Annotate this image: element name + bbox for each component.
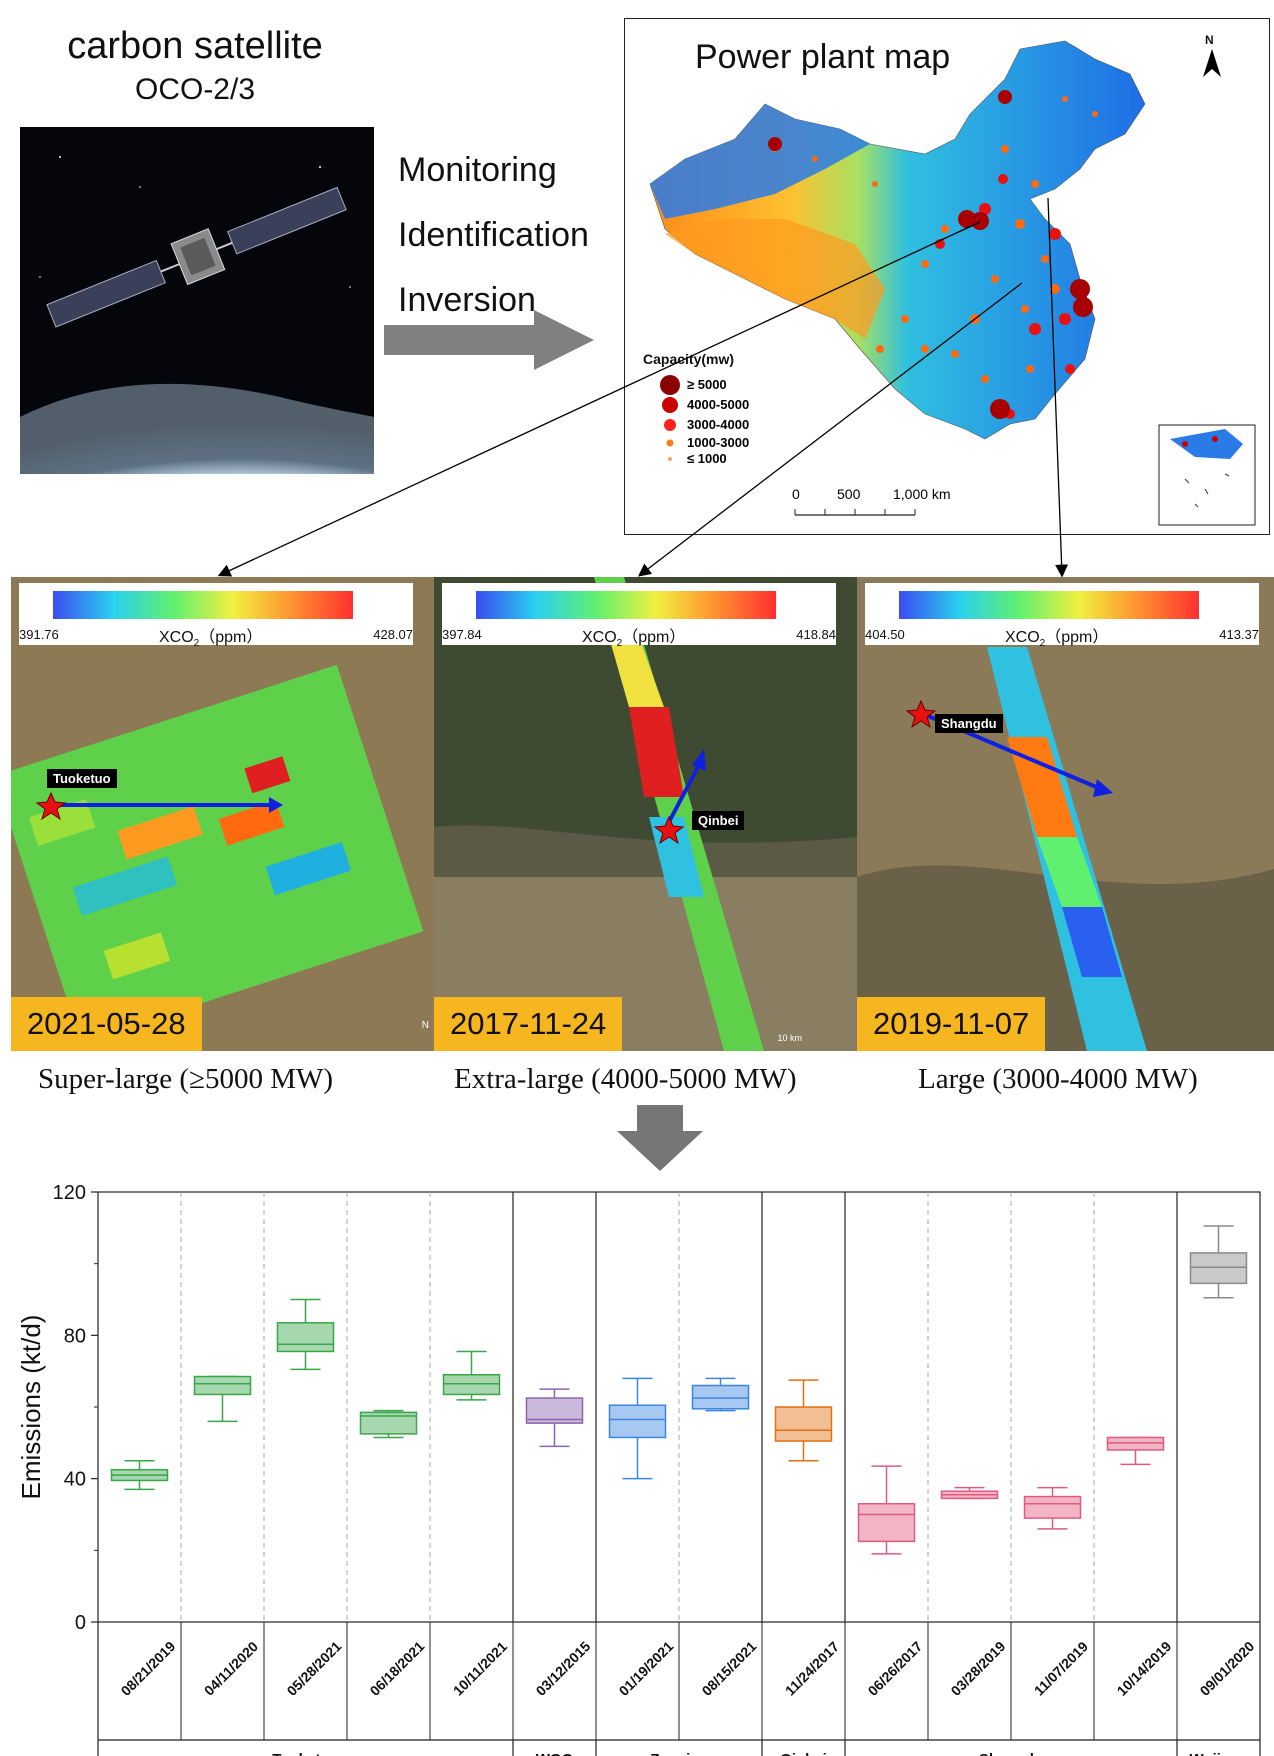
category-label: 04/11/2020	[201, 1638, 261, 1698]
category-label: 11/24/2017	[782, 1638, 842, 1698]
colorbar-max: 428.07	[373, 627, 413, 642]
flow-arrow-down	[617, 1105, 703, 1171]
box-body	[608, 1404, 667, 1439]
colorbar-label: XCO2（ppm）	[582, 629, 686, 650]
category-label: 06/18/2021	[367, 1638, 428, 1699]
y-tick-label: 0	[75, 1612, 86, 1634]
category-label: 05/28/2021	[284, 1638, 345, 1699]
colorbar-label: XCO2（ppm）	[1005, 629, 1109, 650]
box-body	[1106, 1436, 1165, 1451]
plant-label: Shangdu	[935, 714, 1003, 733]
box-body	[359, 1411, 418, 1435]
process-step-identification: Identification	[398, 216, 589, 254]
group-label: Tuoketuo	[272, 1751, 338, 1756]
panel-date: 2017-11-24	[434, 997, 623, 1051]
north-arrow-icon	[1203, 49, 1221, 77]
colorbar: 391.76 428.07 XCO2（ppm）	[19, 583, 413, 649]
box-body	[774, 1406, 833, 1442]
scale-label: 1,000 km	[893, 486, 951, 502]
panel-qinbei: 397.84 418.84 XCO2（ppm） Qinbei 2017-11-2…	[434, 577, 858, 1051]
box-body	[193, 1375, 252, 1396]
colorbar-min: 404.50	[865, 627, 905, 642]
colorbar-label: XCO2（ppm）	[159, 629, 263, 650]
category-label: 06/26/2017	[865, 1638, 926, 1699]
north-label: N	[1205, 33, 1214, 47]
y-tick-label: 120	[53, 1182, 86, 1204]
colorbar-gradient	[476, 591, 776, 619]
legend-item: 3000-4000	[687, 417, 749, 432]
box-body	[1023, 1495, 1082, 1519]
box-body	[276, 1322, 335, 1353]
scale-label: 500	[837, 486, 861, 502]
category-label: 11/07/2019	[1031, 1638, 1091, 1698]
group-label: Wujiaqu	[1189, 1751, 1247, 1756]
panel-caption: Large (3000-4000 MW)	[918, 1063, 1198, 1095]
colorbar: 404.50 413.37 XCO2（ppm）	[865, 583, 1259, 649]
colorbar-max: 413.37	[1219, 627, 1259, 642]
category-label: 10/14/2019	[1114, 1638, 1175, 1699]
group-label: Shangdu	[979, 1751, 1043, 1756]
legend-item: 1000-3000	[687, 435, 749, 450]
colorbar-max: 418.84	[796, 627, 836, 642]
colorbar-min: 397.84	[442, 627, 482, 642]
group-label: Zouxian	[650, 1751, 708, 1756]
category-label: 08/21/2019	[118, 1638, 179, 1699]
y-axis-label: Emissions (kt/d)	[16, 1315, 46, 1500]
legend-item: 4000-5000	[687, 397, 749, 412]
panel-shangdu: 404.50 413.37 XCO2（ppm） Shangdu 2019-11-…	[857, 577, 1274, 1051]
colorbar-gradient	[53, 591, 353, 619]
legend-title: Capacity(mw)	[643, 351, 734, 367]
colorbar-min: 391.76	[19, 627, 59, 642]
legend-item: ≥ 5000	[687, 377, 727, 392]
scalebar-label: 10 km	[777, 1033, 802, 1043]
y-tick-label: 40	[64, 1469, 86, 1491]
category-label: 09/01/2020	[1197, 1638, 1258, 1699]
emissions-boxplot: 0 40 80 120 Emissions (kt/d) 08/21/2019 04/11/…	[16, 1182, 1261, 1756]
plant-label: Qinbei	[692, 811, 745, 830]
category-label: 03/12/2015	[533, 1638, 594, 1699]
category-label: 03/28/2019	[948, 1638, 1009, 1699]
panel-date: 2021-05-28	[11, 997, 202, 1051]
colorbar: 397.84 418.84 XCO2（ppm）	[442, 583, 836, 649]
y-tick-label: 80	[64, 1325, 86, 1347]
legend-item: ≤ 1000	[687, 451, 727, 466]
satellite-image	[20, 127, 374, 474]
panel-tuoketuo: 391.76 428.07 XCO2（ppm） Tuoketuo 2021-05…	[11, 577, 435, 1051]
map-title: Power plant map	[695, 38, 951, 76]
box-body	[1189, 1252, 1248, 1285]
plant-label: Tuoketuo	[47, 769, 117, 788]
process-step-monitoring: Monitoring	[398, 151, 557, 189]
category-label: 01/19/2021	[616, 1638, 677, 1699]
satellite-title: carbon satellite	[67, 25, 323, 67]
power-plant-map: Power plant map N	[624, 18, 1270, 535]
group-label: WGQ	[536, 1751, 574, 1756]
north-label: N	[421, 1020, 429, 1031]
satellite-subtitle: OCO-2/3	[134, 73, 256, 106]
box-body	[691, 1384, 750, 1410]
china-map: Capacity(mw) ≥ 5000 4000-5000 3000-4000 …	[643, 40, 1256, 526]
flow-arrow-right	[384, 310, 594, 370]
panel-caption: Super-large (≥5000 MW)	[38, 1063, 334, 1095]
box-body	[442, 1374, 501, 1396]
colorbar-gradient	[899, 591, 1199, 619]
panel-caption: Extra-large (4000-5000 MW)	[454, 1063, 797, 1095]
group-label: Qinbei	[780, 1751, 827, 1756]
panel-date: 2019-11-07	[857, 997, 1046, 1051]
box-body	[857, 1503, 916, 1543]
scale-label: 0	[792, 486, 800, 502]
category-label: 10/11/2021	[450, 1638, 510, 1698]
category-label: 08/15/2021	[699, 1638, 760, 1699]
